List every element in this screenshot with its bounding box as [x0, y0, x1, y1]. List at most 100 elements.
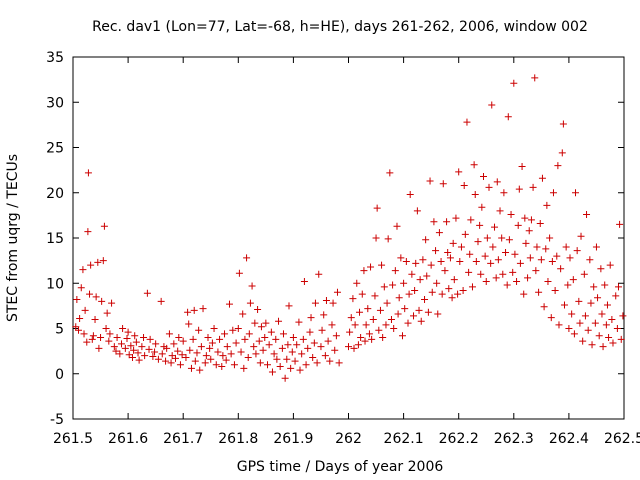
data-point: [350, 344, 358, 352]
data-point: [186, 346, 194, 354]
data-point: [594, 294, 602, 302]
data-point: [566, 254, 574, 262]
data-point: [608, 315, 616, 323]
data-point: [498, 234, 506, 242]
data-point: [430, 218, 438, 226]
data-point: [151, 348, 159, 356]
data-point: [354, 341, 362, 349]
data-point: [195, 326, 203, 334]
data-point: [333, 288, 341, 296]
data-point: [157, 297, 165, 305]
data-point: [219, 352, 227, 360]
data-point: [598, 310, 606, 318]
data-point: [232, 339, 240, 347]
data-point: [577, 232, 585, 240]
data-point: [72, 323, 80, 331]
data-point: [227, 350, 235, 358]
data-point: [117, 340, 125, 348]
data-point: [364, 305, 372, 313]
data-point: [592, 243, 600, 251]
data-point: [110, 343, 118, 351]
data-point: [176, 361, 184, 369]
data-point: [309, 353, 317, 361]
data-point: [455, 168, 463, 176]
data-point: [293, 341, 301, 349]
data-point: [474, 238, 482, 246]
data-point: [535, 288, 543, 296]
data-point: [358, 290, 366, 298]
y-tick-label: 5: [55, 322, 64, 338]
data-point: [393, 222, 401, 230]
data-point: [597, 265, 605, 273]
data-point: [175, 334, 183, 342]
data-point: [99, 257, 107, 265]
data-point: [496, 207, 504, 215]
data-point: [335, 359, 343, 367]
data-point: [491, 223, 499, 231]
data-point: [478, 203, 486, 211]
data-point: [245, 330, 253, 338]
data-point: [461, 230, 469, 238]
data-point: [609, 339, 617, 347]
data-point: [404, 319, 412, 327]
data-point: [296, 366, 304, 374]
data-point: [619, 312, 627, 320]
data-point: [479, 172, 487, 180]
data-point: [331, 346, 339, 354]
data-point: [86, 290, 94, 298]
data-point: [361, 337, 369, 345]
data-point: [446, 254, 454, 262]
data-point: [190, 306, 198, 314]
data-point: [538, 174, 546, 182]
data-point: [216, 335, 224, 343]
data-point: [158, 350, 166, 358]
plot-axes: 261.5 261.6 261.7 261.8 261.9 262 262.1 262.2 26…: [46, 50, 640, 447]
data-point: [94, 258, 102, 266]
data-point: [185, 320, 193, 328]
data-point: [445, 285, 453, 293]
data-point: [289, 334, 297, 342]
x-tick-label: 262.4: [549, 431, 589, 447]
data-point: [562, 243, 570, 251]
data-point: [140, 334, 148, 342]
data-point: [92, 293, 100, 301]
data-point: [570, 330, 578, 338]
data-point: [311, 299, 319, 307]
data-point: [472, 258, 480, 266]
data-point: [573, 247, 581, 255]
data-point: [572, 189, 580, 197]
data-point: [134, 349, 142, 357]
data-point: [406, 191, 414, 199]
data-point: [476, 221, 484, 229]
data-point: [332, 332, 340, 340]
data-point: [141, 352, 149, 360]
data-point: [527, 216, 535, 224]
data-point: [419, 256, 427, 264]
data-point: [395, 294, 403, 302]
data-point: [255, 337, 263, 345]
data-point: [590, 283, 598, 291]
data-point: [246, 299, 254, 307]
data-point: [135, 356, 143, 364]
data-point: [428, 288, 436, 296]
data-point: [386, 169, 394, 177]
data-point: [306, 328, 314, 336]
data-point: [522, 239, 530, 247]
data-point: [229, 326, 237, 334]
data-point: [187, 364, 195, 372]
data-point: [551, 286, 559, 294]
data-point: [321, 352, 329, 360]
data-point: [307, 314, 315, 322]
data-point: [240, 364, 248, 372]
data-point: [182, 353, 190, 361]
y-tick-label: 10: [46, 276, 64, 292]
data-point: [371, 292, 379, 300]
data-point: [304, 344, 312, 352]
data-point: [584, 326, 592, 334]
data-point: [518, 163, 526, 171]
data-point: [380, 283, 388, 291]
data-point: [483, 234, 491, 242]
data-point: [601, 281, 609, 289]
data-point: [427, 261, 435, 269]
data-point: [520, 290, 528, 298]
